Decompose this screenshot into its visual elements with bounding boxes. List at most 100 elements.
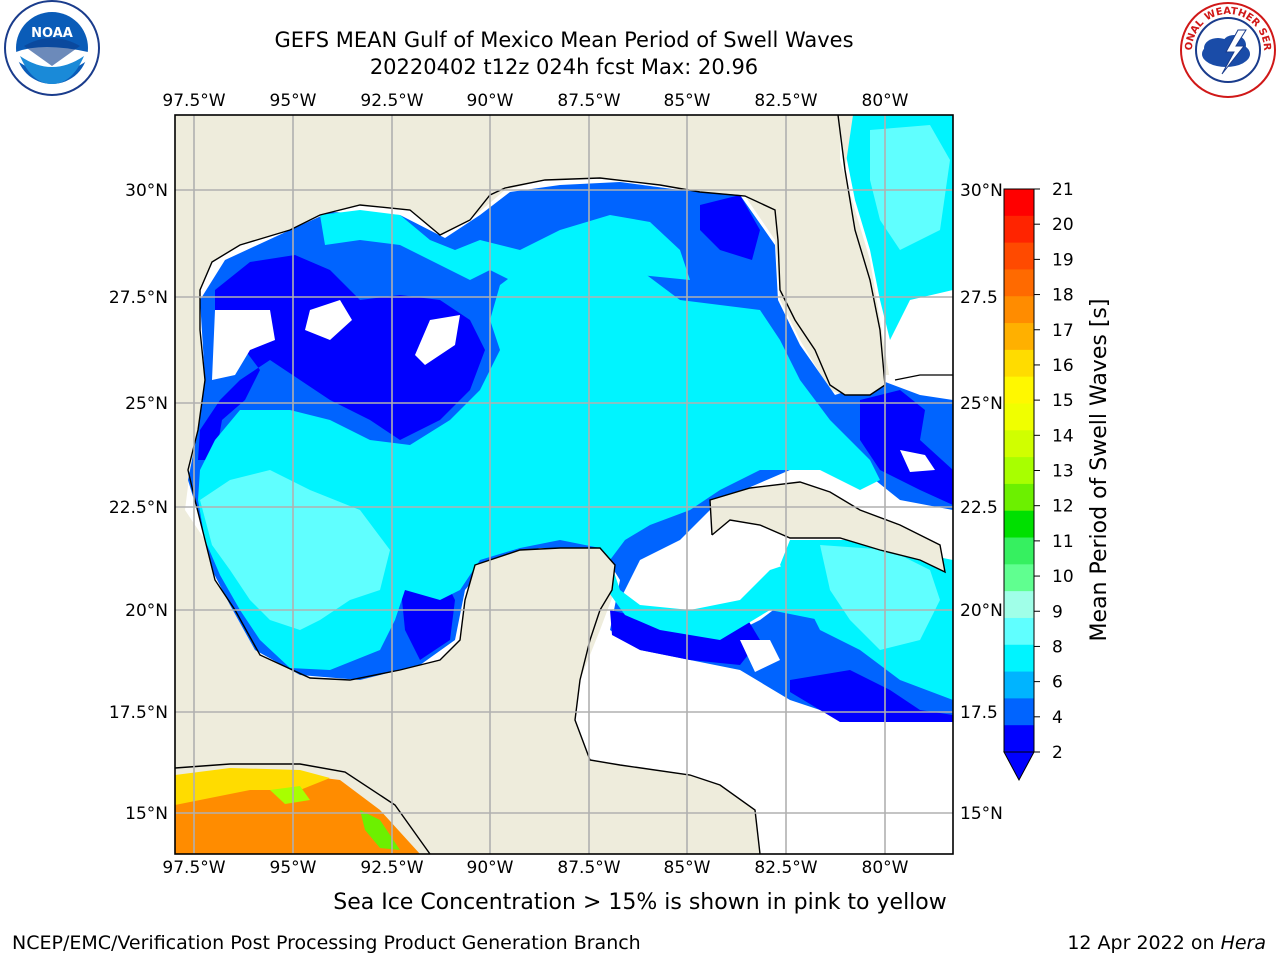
- colorbar-tick-label: 15: [1052, 391, 1074, 411]
- colorbar-tick-label: 19: [1052, 250, 1074, 270]
- lon-tick-top: 92.5°W: [360, 91, 423, 111]
- nodata-carib: [740, 640, 780, 672]
- lat-tick-right: 25°N: [960, 394, 1003, 414]
- credit-date-text: 12 Apr 2022 on: [1067, 932, 1221, 954]
- nodata-la: [305, 300, 352, 340]
- lon-tick-bottom: 90°W: [467, 858, 514, 878]
- lat-tick-left: 27.5°N: [109, 288, 168, 308]
- svg-text:NOAA: NOAA: [31, 26, 73, 41]
- lon-tick-bottom: 82.5°W: [754, 858, 817, 878]
- colorbar-swatch: [1004, 483, 1034, 512]
- lat-tick-left: 25°N: [125, 394, 168, 414]
- coastline-mexico: [194, 499, 761, 854]
- coastline-atlantic: [894, 374, 953, 381]
- contour-4-6s: [198, 260, 953, 690]
- colorbar-tick-label: 11: [1052, 532, 1074, 552]
- lat-tick-right: 20°N: [960, 601, 1003, 621]
- coastline-cuba: [709, 481, 946, 574]
- colorbar-swatch: [1004, 725, 1034, 753]
- map-frame: [174, 114, 954, 855]
- lon-tick-bottom: 92.5°W: [360, 858, 423, 878]
- colorbar-tick-label: 4: [1052, 708, 1063, 728]
- colorbar-swatch: [1004, 644, 1034, 673]
- credit-host: Hera: [1220, 932, 1266, 954]
- colorbar-tick-label: 10: [1052, 567, 1074, 587]
- contour-4-6s-north: [320, 210, 690, 280]
- map-area: [175, 115, 953, 854]
- contour-lt2s-west: [198, 255, 485, 460]
- colorbar-swatch: [1004, 617, 1034, 646]
- colorbar-swatch: [1004, 296, 1034, 324]
- pacific-swell-green: [360, 810, 400, 850]
- colorbar-swatch: [1004, 537, 1034, 565]
- colorbar-swatch: [1004, 323, 1034, 351]
- lon-tick-bottom: 87.5°W: [557, 858, 620, 878]
- colorbar-label: Mean Period of Swell Waves [s]: [1087, 299, 1112, 642]
- contour-lt2s-east: [700, 195, 760, 260]
- nodata-la2: [415, 315, 460, 365]
- nodata-texas: [212, 310, 275, 380]
- coastline-gulf: [187, 115, 886, 501]
- noaa-logo-icon: NOAA: [4, 0, 100, 96]
- colorbar-swatch: [1004, 403, 1034, 431]
- lat-tick-right: 15°N: [960, 804, 1003, 824]
- lat-tick-right: 22.5: [960, 498, 998, 518]
- pacific-swell-green2: [270, 786, 310, 804]
- colorbar-extend-triangle: [1003, 751, 1035, 782]
- lon-tick-top: 97.5°W: [162, 91, 225, 111]
- colorbar-swatch: [1004, 189, 1034, 217]
- contour-6-8s-carib: [820, 545, 940, 650]
- colorbar: 21 20 19 18 17 16 15 14 13 12 11 10 9 8 6 4 2: [1003, 180, 1074, 782]
- plot-title: GEFS MEAN Gulf of Mexico Mean Period of …: [274, 28, 854, 52]
- colorbar-swatch: [1004, 349, 1034, 378]
- colorbar-tick-label: 18: [1052, 286, 1074, 306]
- credit-branch: NCEP/EMC/Verification Post Processing Pr…: [12, 932, 641, 954]
- lat-tick-right: 27.5: [960, 288, 998, 308]
- colorbar-swatch: [1004, 591, 1034, 619]
- credit-date: 12 Apr 2022 on Hera: [1067, 932, 1266, 954]
- lon-tick-top: 95°W: [270, 91, 317, 111]
- lat-tick-left: 15°N: [125, 804, 168, 824]
- lon-tick-bottom: 97.5°W: [162, 858, 225, 878]
- colorbar-tick-label: 14: [1052, 426, 1074, 446]
- colorbar-swatch: [1004, 376, 1034, 404]
- lon-tick-top: 87.5°W: [557, 91, 620, 111]
- colorbar-tick-label: 20: [1052, 215, 1074, 235]
- contour-lt2s-carib: [790, 670, 953, 722]
- lat-ticks-left: 30°N 27.5°N 25°N 22.5°N 20°N 17.5°N 15°N: [109, 181, 168, 824]
- graticule: [175, 115, 953, 854]
- colorbar-tick-label: 6: [1052, 673, 1063, 693]
- colorbar-swatch: [1004, 242, 1034, 270]
- contour-6-8s-atlantic: [870, 125, 950, 250]
- lon-ticks-top: 97.5°W 95°W 92.5°W 90°W 87.5°W 85°W 82.5…: [162, 91, 908, 111]
- colorbar-tick-label: 21: [1052, 180, 1074, 200]
- lon-tick-top: 82.5°W: [754, 91, 817, 111]
- pacific-swell-yellow: [175, 768, 330, 805]
- sea-ice-note: Sea Ice Concentration > 15% is shown in …: [333, 890, 947, 915]
- colorbar-tick-label: 12: [1052, 497, 1074, 517]
- lat-tick-right: 30°N: [960, 181, 1003, 201]
- colorbar-tick-label: 9: [1052, 602, 1063, 622]
- lat-ticks-right: 30°N 27.5 25°N 22.5 20°N 17.5 15°N: [960, 181, 1003, 824]
- nws-logo-icon: NATIONAL WEATHER SERVICE: [1178, 0, 1276, 98]
- plot-subtitle: 20220402 t12z 024h fcst Max: 20.96: [369, 55, 759, 79]
- lon-tick-top: 85°W: [664, 91, 711, 111]
- lon-tick-top: 90°W: [467, 91, 514, 111]
- colorbar-swatch: [1004, 269, 1034, 297]
- lon-tick-top: 80°W: [862, 91, 909, 111]
- lon-tick-bottom: 95°W: [270, 858, 317, 878]
- colorbar-swatch: [1004, 671, 1034, 699]
- lat-tick-left: 17.5°N: [109, 703, 168, 723]
- colorbar-tick-label: 13: [1052, 462, 1074, 482]
- colorbar-tick-label: 8: [1052, 637, 1063, 657]
- contour-6-8s: [200, 470, 390, 630]
- lat-tick-left: 22.5°N: [109, 498, 168, 518]
- nodata-keys: [900, 450, 935, 472]
- colorbar-tick-label: 17: [1052, 321, 1074, 341]
- colorbar-swatch: [1004, 698, 1034, 726]
- cuba-land: [710, 482, 945, 572]
- lon-tick-bottom: 85°W: [664, 858, 711, 878]
- florida-land: [775, 115, 885, 395]
- lat-tick-right: 17.5: [960, 703, 998, 723]
